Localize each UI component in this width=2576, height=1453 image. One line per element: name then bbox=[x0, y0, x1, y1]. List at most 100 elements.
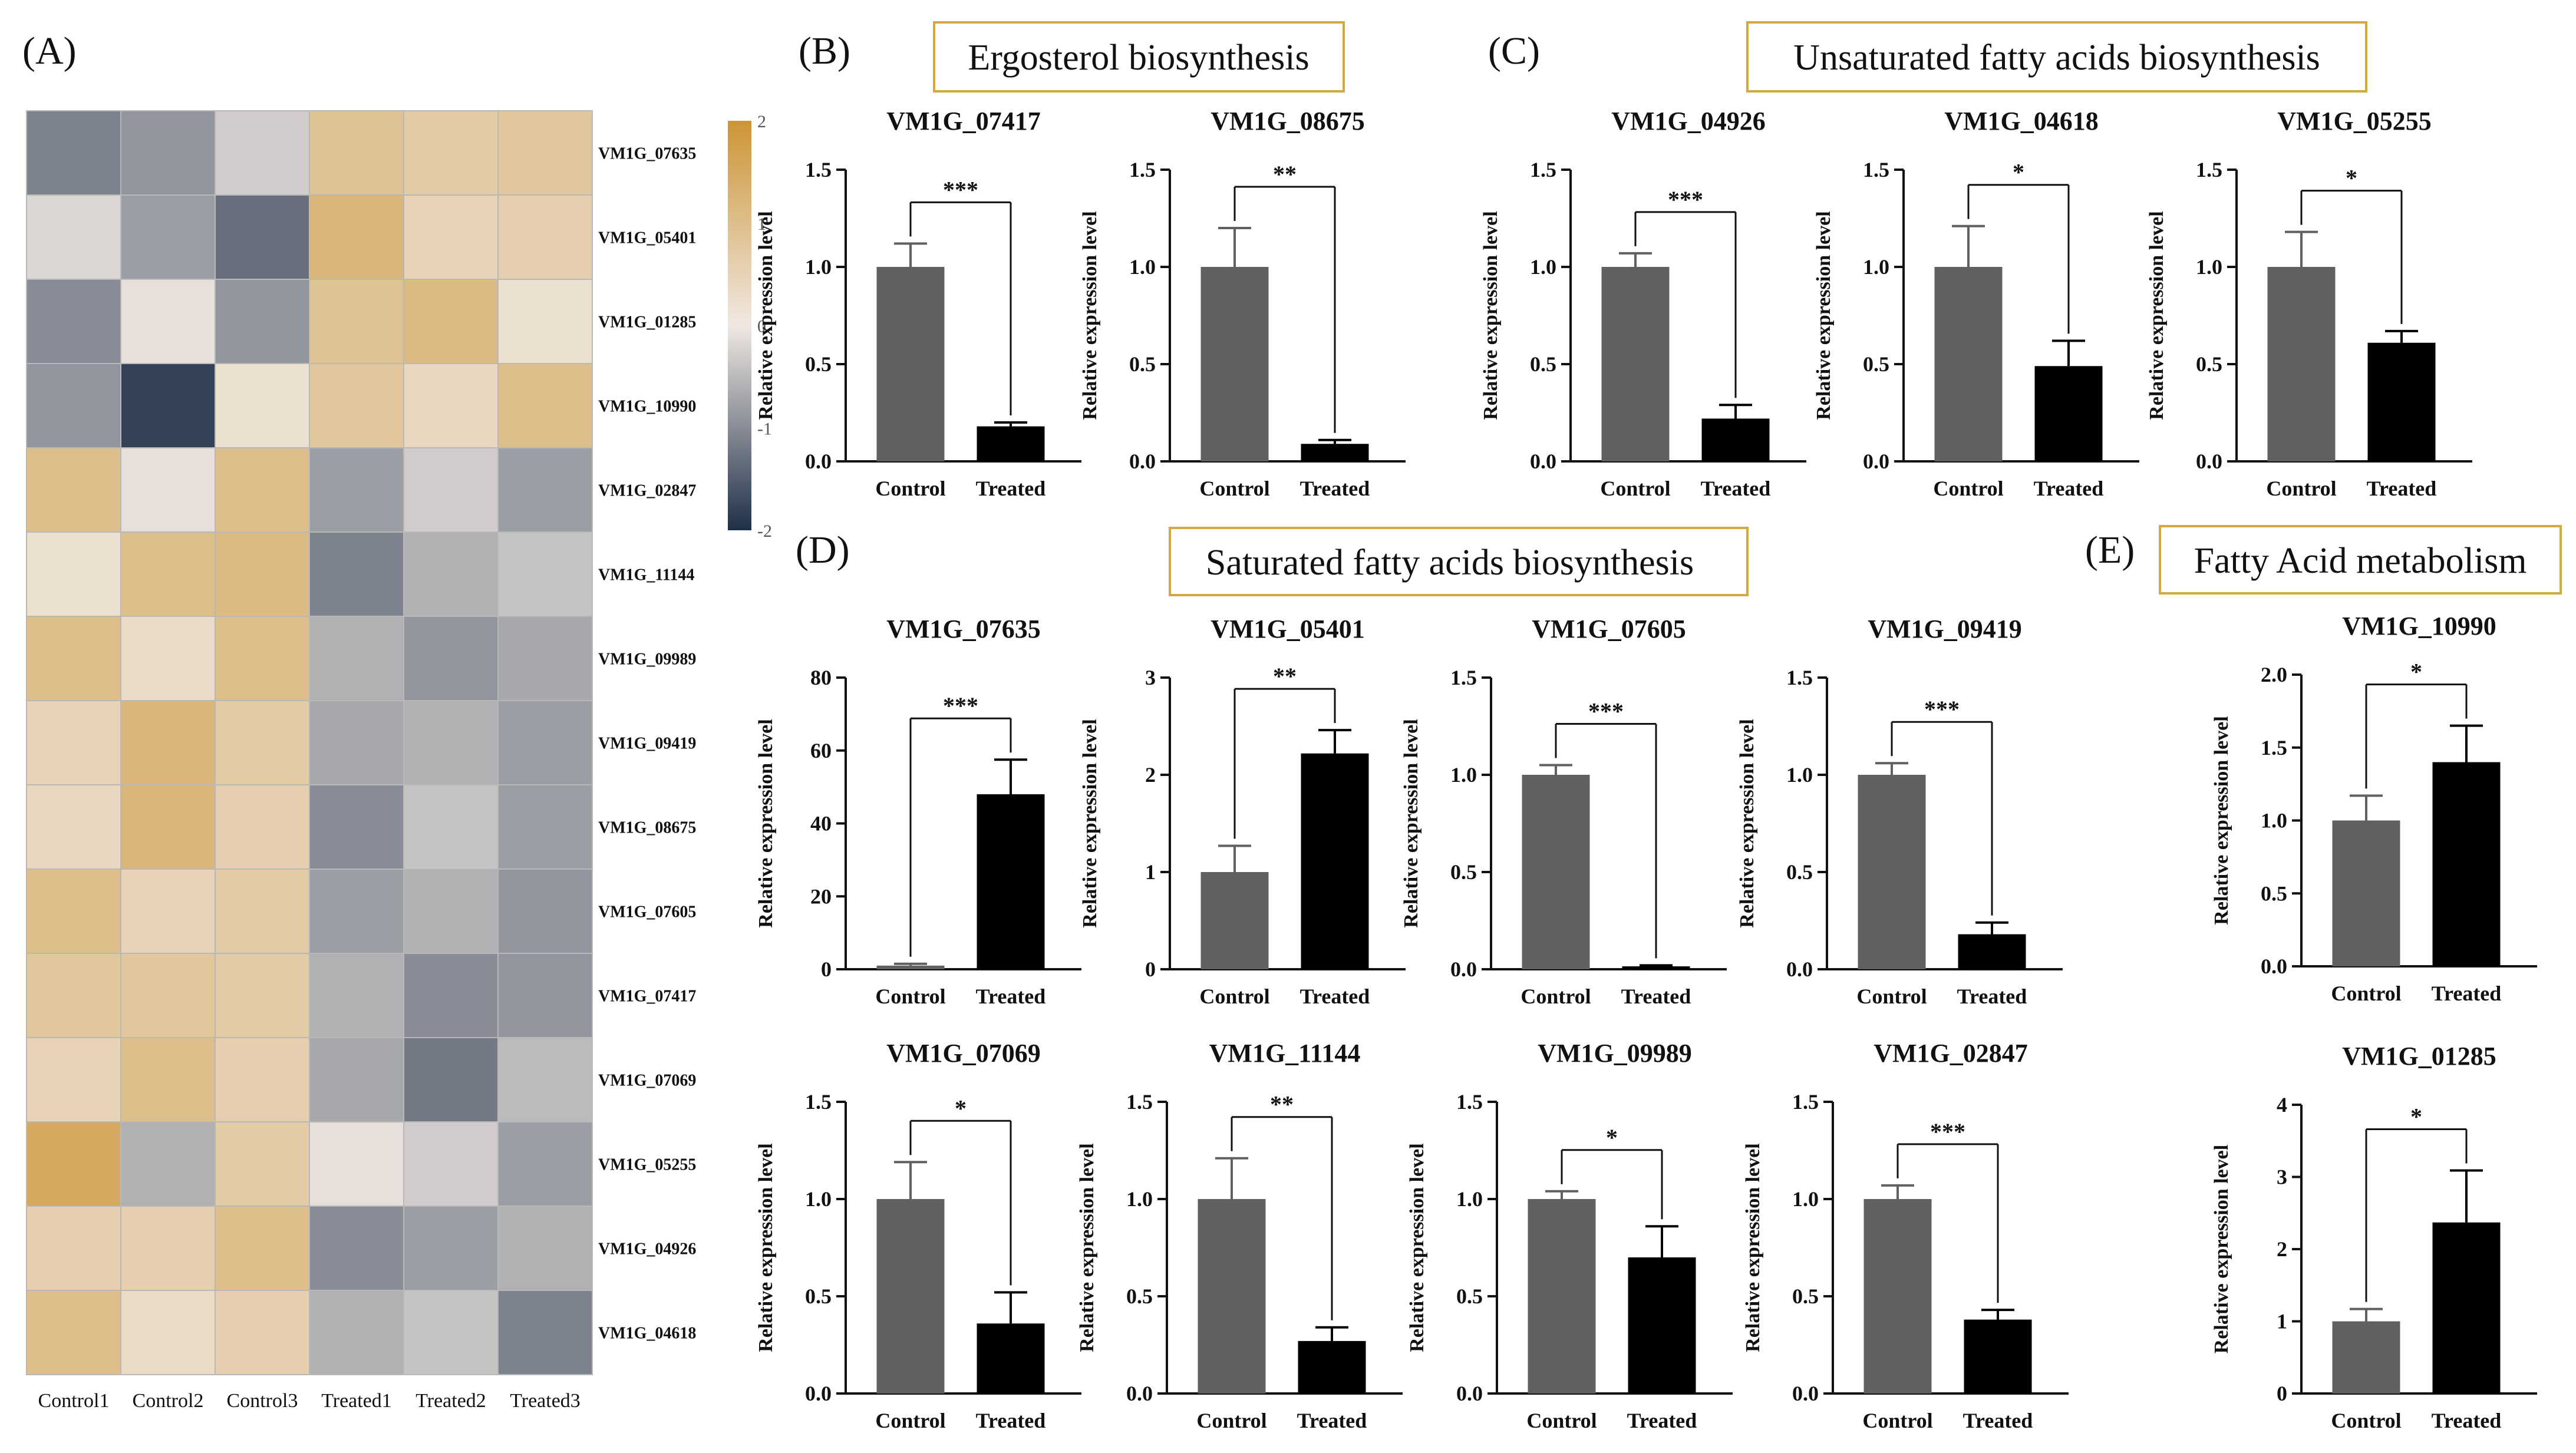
bar-chart-d3: 0.0 0.5 1.0 1.5 Control Treated *** VM1G_07605 R… bbox=[1400, 615, 1727, 1008]
heatmap-column-label: Treated1 bbox=[321, 1390, 392, 1412]
bar-chart-d1: 0 20 40 60 80 Control Treated *** VM1G_07635 Rela… bbox=[755, 615, 1081, 1008]
significance-label: ** bbox=[1273, 663, 1297, 689]
y-tick-label: 1 bbox=[2277, 1310, 2287, 1333]
control-bar bbox=[1858, 775, 1926, 969]
colorbar-tick-label: -1 bbox=[757, 419, 772, 438]
panel-label-b: (B) bbox=[799, 29, 850, 72]
y-tick-label: 1.0 bbox=[2261, 809, 2287, 833]
chart-title: VM1G_11144 bbox=[1209, 1039, 1361, 1068]
significance-label: ** bbox=[1273, 161, 1297, 187]
y-tick-label: 1.0 bbox=[1456, 1187, 1483, 1211]
heatmap-cell bbox=[215, 616, 310, 701]
y-tick-label: 40 bbox=[810, 812, 832, 836]
heatmap-row-label: VM1G_09989 bbox=[598, 650, 696, 669]
x-tick-label: Treated bbox=[2367, 477, 2437, 500]
x-tick-label: Control bbox=[1526, 1409, 1597, 1432]
x-tick-label: Control bbox=[1600, 477, 1670, 500]
y-tick-label: 1.0 bbox=[805, 255, 832, 279]
chart-title: VM1G_05255 bbox=[2277, 107, 2432, 136]
significance-label: * bbox=[2013, 159, 2024, 186]
chart-title: VM1G_07069 bbox=[886, 1039, 1041, 1068]
section-title-fatty-acid: Fatty Acid metabolism bbox=[2194, 541, 2527, 581]
heatmap-row-label: VM1G_07069 bbox=[598, 1072, 696, 1090]
heatmap-row-label: VM1G_11144 bbox=[598, 566, 694, 584]
x-tick-label: Treated bbox=[1627, 1409, 1697, 1432]
section-box-fatty-acid: Fatty Acid metabolism bbox=[2159, 525, 2562, 595]
bar-chart-f1: 0.0 0.5 1.0 1.5 Control Treated * VM1G_07069 Rel… bbox=[755, 1039, 1081, 1432]
y-axis-label: Relative expression level bbox=[755, 211, 777, 420]
y-tick-label: 1.5 bbox=[805, 158, 832, 181]
y-axis-label: Relative expression level bbox=[1400, 719, 1422, 927]
y-tick-label: 2 bbox=[1145, 763, 1156, 787]
heatmap-row-label: VM1G_08675 bbox=[598, 819, 696, 837]
y-tick-label: 20 bbox=[810, 884, 832, 908]
control-bar bbox=[1601, 267, 1670, 461]
heatmap-cell bbox=[26, 1121, 121, 1207]
treated-bar bbox=[1622, 966, 1690, 969]
treated-bar bbox=[1964, 1319, 2032, 1393]
heatmap-cell bbox=[497, 447, 593, 533]
control-bar bbox=[1934, 267, 2003, 461]
significance-label: * bbox=[1606, 1124, 1618, 1151]
heatmap-cell bbox=[26, 363, 121, 448]
heatmap-cell bbox=[403, 700, 499, 785]
heatmap-cell bbox=[309, 1037, 404, 1122]
y-axis-label: Relative expression level bbox=[2211, 1145, 2232, 1353]
heatmap-cell bbox=[26, 953, 121, 1038]
heatmap-cell bbox=[309, 110, 404, 196]
y-tick-label: 1.5 bbox=[1126, 1090, 1153, 1114]
heatmap-cell bbox=[497, 194, 593, 280]
bar-chart-e1: 0.0 0.5 1.0 1.5 2.0 Control Treated * VM1G_10990… bbox=[2211, 612, 2537, 1005]
bar-chart-f2: 0.0 0.5 1.0 1.5 Control Treated ** VM1G_11144 Re… bbox=[1076, 1039, 1403, 1432]
heatmap-cell bbox=[120, 700, 216, 785]
x-tick-label: Control bbox=[1856, 985, 1927, 1008]
heatmap-row-label: VM1G_07417 bbox=[598, 988, 696, 1006]
y-tick-label: 0.0 bbox=[805, 1382, 832, 1405]
x-tick-label: Treated bbox=[1621, 985, 1691, 1008]
heatmap: VM1G_07635 VM1G_05401 VM1G_01285 VM1G_10990… bbox=[26, 110, 696, 1412]
heatmap-column-label: Treated2 bbox=[415, 1390, 486, 1412]
heatmap-cell bbox=[26, 1290, 121, 1375]
bar-chart-d2: 0 1 2 3 Control Treated ** VM1G_05401 Relative e… bbox=[1079, 615, 1406, 1008]
heatmap-cell bbox=[215, 531, 310, 617]
y-tick-label: 0.5 bbox=[805, 352, 832, 376]
x-tick-label: Control bbox=[875, 985, 945, 1008]
heatmap-cell bbox=[497, 869, 593, 954]
y-tick-label: 0.5 bbox=[1456, 1284, 1483, 1308]
treated-bar bbox=[1628, 1257, 1696, 1393]
heatmap-cell bbox=[497, 279, 593, 364]
y-axis-label: Relative expression level bbox=[755, 719, 777, 927]
panel-label-e: (E) bbox=[2085, 529, 2135, 572]
heatmap-cell bbox=[403, 953, 499, 1038]
chart-title: VM1G_01285 bbox=[2342, 1042, 2496, 1071]
heatmap-cell bbox=[26, 279, 121, 364]
significance-label: * bbox=[2410, 1103, 2422, 1130]
heatmap-row-label: VM1G_04926 bbox=[598, 1240, 696, 1259]
y-tick-label: 0.5 bbox=[1792, 1284, 1819, 1308]
y-tick-label: 0.5 bbox=[1530, 352, 1556, 376]
heatmap-column-label: Control2 bbox=[133, 1390, 204, 1412]
y-tick-label: 0 bbox=[2277, 1382, 2287, 1405]
y-tick-label: 0.5 bbox=[1450, 860, 1477, 884]
bar-chart-b1: 0.0 0.5 1.0 1.5 Control Treated *** VM1G_07417 R… bbox=[755, 107, 1081, 500]
chart-title: VM1G_09419 bbox=[1868, 615, 2022, 643]
significance-label: * bbox=[2346, 165, 2357, 191]
heatmap-cell bbox=[497, 700, 593, 785]
heatmap-cell bbox=[120, 531, 216, 617]
heatmap-cell bbox=[215, 1121, 310, 1207]
control-bar bbox=[1863, 1199, 1932, 1393]
x-tick-label: Control bbox=[1199, 985, 1269, 1008]
control-bar bbox=[2332, 820, 2400, 966]
heatmap-cell bbox=[215, 279, 310, 364]
significance-label: *** bbox=[1588, 698, 1624, 725]
colorbar-gradient bbox=[728, 121, 751, 530]
heatmap-cell bbox=[497, 953, 593, 1038]
heatmap-cell bbox=[26, 1037, 121, 1122]
y-tick-label: 1 bbox=[1145, 860, 1156, 884]
x-tick-label: Treated bbox=[976, 1409, 1046, 1432]
x-tick-label: Control bbox=[875, 477, 945, 500]
y-tick-label: 60 bbox=[810, 739, 832, 762]
heatmap-cell bbox=[215, 869, 310, 954]
x-tick-label: Control bbox=[1862, 1409, 1932, 1432]
x-tick-label: Control bbox=[1199, 477, 1269, 500]
